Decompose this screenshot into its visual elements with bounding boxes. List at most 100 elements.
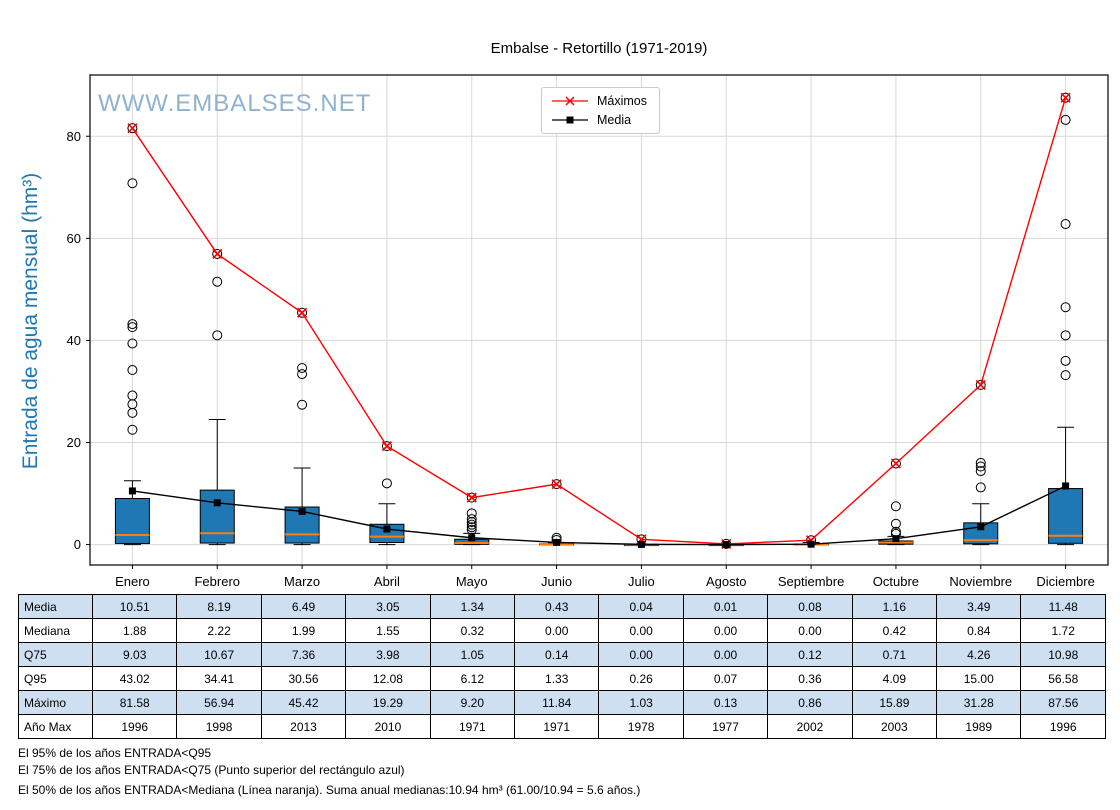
mean-marker (807, 540, 815, 548)
table-cell: 4.26 (936, 642, 1022, 667)
legend-label-media: Media (597, 113, 632, 127)
mean-marker (383, 525, 391, 533)
outlier-point (1060, 330, 1071, 341)
outlier-point (466, 508, 477, 519)
footnote-q75: El 75% de los años ENTRADA<Q75 (Punto su… (18, 763, 405, 777)
x-tick-label: Enero (115, 574, 150, 589)
mean-marker (468, 534, 476, 542)
table-cell: 0.14 (514, 642, 600, 667)
outlier-point (890, 458, 901, 469)
max-marker (381, 441, 392, 452)
table-cell: 1.05 (429, 642, 516, 667)
chart-title: Embalse - Retortillo (1971-2019) (490, 40, 708, 57)
table-cell: 19.29 (345, 690, 431, 715)
footnotes: El 95% de los años ENTRADA<Q95 El 75% de… (18, 746, 640, 800)
outlier-point (551, 479, 562, 490)
box (1048, 488, 1084, 544)
table-cell: 0.00 (682, 642, 769, 667)
table-cell: 0.00 (682, 618, 769, 643)
max-marker (212, 248, 223, 260)
outlier-point (127, 319, 138, 330)
table-cell: 1978 (598, 714, 684, 739)
table-cell: 87.56 (1020, 690, 1106, 715)
table-cell: 1.16 (851, 594, 938, 619)
box (114, 497, 150, 545)
outlier-point (975, 457, 986, 468)
outlier-point (297, 369, 308, 380)
outlier-point (127, 123, 138, 134)
table-cell: 0.84 (936, 618, 1022, 643)
table-cell: 45.42 (260, 690, 347, 715)
table-cell: 0.13 (682, 690, 769, 715)
table-cell: 0.00 (514, 618, 600, 643)
outlier-point (212, 330, 223, 341)
plot-border (89, 74, 1109, 566)
outlier-point (890, 501, 901, 512)
max-marker (1060, 92, 1071, 103)
table-cell: 1.99 (260, 618, 347, 643)
table-cell: 0.36 (767, 666, 853, 691)
outlier-point (466, 492, 477, 503)
table-row: Q75 9.03 10.67 7.36 3.98 1.05 0.14 0.00 0.00 0.12… (18, 642, 1106, 667)
box (369, 523, 405, 544)
table-row: Año Max 1996 1998 2013 2010 1971 1971 1978 1977 2… (18, 714, 1106, 739)
table-cell: 31.28 (936, 690, 1022, 715)
row-label: Año Max (18, 714, 93, 739)
table-row: Media 10.51 8.19 6.49 3.05 1.34 0.43 0.04 0.01 0.… (18, 594, 1106, 619)
outlier-point (466, 522, 477, 533)
legend: Máximos Media (541, 87, 661, 134)
row-label: Q95 (18, 666, 93, 691)
max-marker (975, 379, 986, 390)
max-marker (466, 492, 477, 503)
row-label: Q75 (18, 642, 93, 667)
table-cell: 0.00 (767, 618, 853, 643)
table-cell: 2003 (851, 714, 938, 739)
max-marker (551, 479, 562, 490)
x-tick-label: Abril (374, 574, 400, 589)
table-cell: 1.33 (514, 666, 600, 691)
outlier-point (975, 482, 986, 493)
footnote-mediana: El 50% de los años ENTRADA<Mediana (Líne… (18, 783, 641, 797)
max-marker (127, 123, 138, 134)
table-row: Q95 43.02 34.41 30.56 12.08 6.12 1.33 0.26 0.07 0… (18, 666, 1106, 691)
table-cell: 0.01 (682, 594, 769, 619)
footnote-q95: El 95% de los años ENTRADA<Q95 (18, 746, 212, 760)
table-cell: 1977 (682, 714, 769, 739)
outlier-point (212, 248, 223, 259)
legend-label-maximos: Máximos (597, 94, 648, 108)
table-cell: 10.51 (91, 594, 178, 619)
table-row: Máximo 81.58 56.94 45.42 19.29 9.20 11.84 1.03 0… (18, 690, 1106, 715)
outlier-point (127, 178, 138, 189)
table-cell: 12.08 (345, 666, 431, 691)
table-cell: 6.12 (429, 666, 516, 691)
table-cell: 1.72 (1020, 618, 1106, 643)
table-cell: 15.00 (936, 666, 1022, 691)
x-tick-label: Septiembre (778, 574, 844, 589)
max-marker (890, 458, 901, 469)
y-tick-label: 40 (67, 333, 81, 348)
table-cell: 11.48 (1020, 594, 1106, 619)
box (199, 489, 235, 544)
table-cell: 0.07 (682, 666, 769, 691)
y-tick-label: 0 (74, 537, 81, 552)
y-tick-label: 20 (67, 435, 81, 450)
table-cell: 10.67 (176, 642, 262, 667)
table-cell: 7.36 (260, 642, 347, 667)
y-tick-label: 80 (67, 129, 81, 144)
table-cell: 0.12 (767, 642, 853, 667)
y-tick-label: 60 (67, 231, 81, 246)
x-tick-label: Marzo (284, 574, 320, 589)
table-cell: 0.26 (598, 666, 684, 691)
table-cell: 0.08 (767, 594, 853, 619)
table-cell: 2010 (345, 714, 431, 739)
maximos-line-icon (552, 96, 588, 106)
outlier-point (381, 478, 392, 489)
outlier-point (381, 441, 392, 452)
max-marker (297, 307, 308, 318)
outlier-point (127, 322, 138, 333)
mean-marker (722, 541, 730, 549)
x-tick-label: Diciembre (1036, 574, 1095, 589)
table-cell: 34.41 (176, 666, 262, 691)
table-cell: 9.03 (91, 642, 178, 667)
table-cell: 56.94 (176, 690, 262, 715)
